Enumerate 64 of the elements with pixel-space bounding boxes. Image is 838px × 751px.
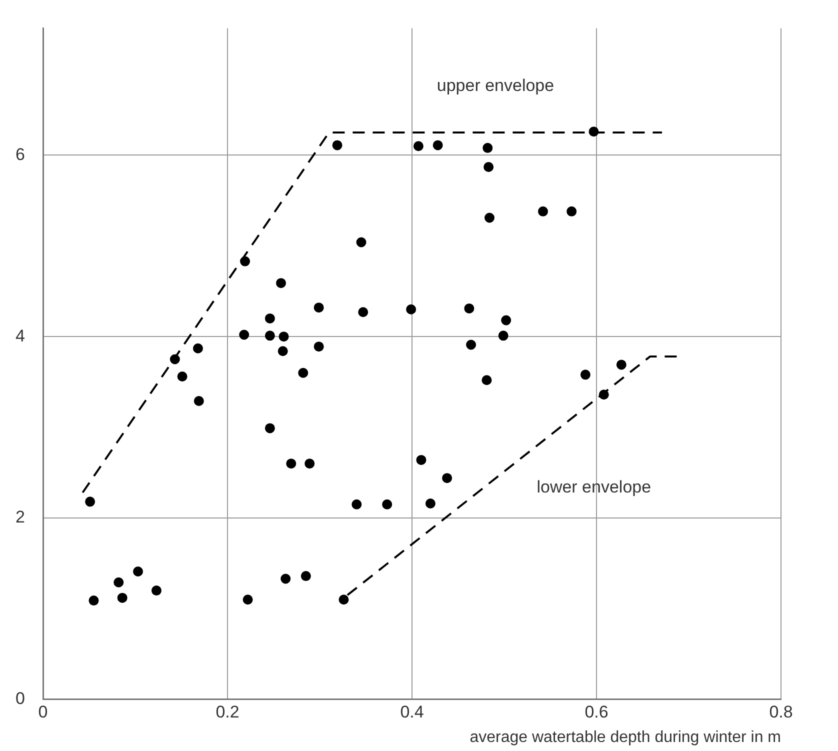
x-tick-label: 0.8: [769, 702, 793, 722]
point: [538, 206, 548, 216]
point: [332, 140, 342, 150]
point: [356, 237, 366, 248]
point: [358, 307, 368, 318]
point: [88, 596, 99, 606]
point: [133, 566, 144, 577]
point: [482, 142, 493, 153]
point: [464, 303, 474, 314]
point: [588, 126, 599, 137]
point: [498, 330, 508, 341]
point: [442, 473, 452, 484]
x-axis-title: average watertable depth during winter in m: [470, 728, 781, 746]
text: upper envelope: [436, 76, 554, 96]
x-tick-label: 0.2: [216, 702, 240, 722]
point: [382, 499, 392, 510]
point: [300, 571, 311, 582]
point: [114, 577, 124, 588]
series-label: lower envelope: [536, 478, 652, 497]
point: [304, 458, 315, 469]
point: [264, 313, 275, 324]
y-tick-label: 2: [16, 508, 25, 527]
point: [278, 332, 289, 342]
point: [264, 423, 275, 434]
point: [566, 206, 577, 216]
point: [192, 343, 203, 354]
point: [286, 458, 296, 469]
point: [314, 342, 324, 352]
point: [239, 330, 250, 340]
point: [117, 592, 128, 603]
point: [240, 256, 250, 266]
point: [278, 346, 288, 356]
y-tick-label: 6: [16, 144, 25, 164]
point: [314, 302, 324, 313]
point: [616, 360, 626, 370]
point: [413, 141, 424, 152]
point: [482, 375, 492, 386]
point: [425, 498, 436, 508]
point: [484, 162, 494, 172]
x-tick-label: 0.4: [400, 702, 424, 722]
point: [242, 594, 253, 605]
point: [352, 499, 362, 510]
point: [177, 372, 188, 382]
point: [432, 140, 443, 150]
point: [466, 340, 476, 350]
x-tick-label: 0.6: [584, 702, 608, 722]
point: [264, 330, 275, 341]
point: [276, 278, 286, 288]
y-tick-label: 0: [16, 689, 25, 708]
point: [338, 594, 349, 605]
point: [406, 304, 416, 314]
x-tick-label: 0: [38, 702, 48, 722]
point: [85, 496, 96, 507]
point: [170, 354, 180, 364]
point: [298, 368, 308, 378]
point: [501, 315, 512, 326]
y-tick-label: 4: [16, 326, 25, 346]
point: [598, 390, 609, 400]
point: [484, 212, 494, 223]
point: [416, 454, 426, 465]
point: [580, 370, 590, 380]
point: [151, 586, 162, 596]
point: [280, 574, 291, 584]
point: [194, 396, 204, 406]
